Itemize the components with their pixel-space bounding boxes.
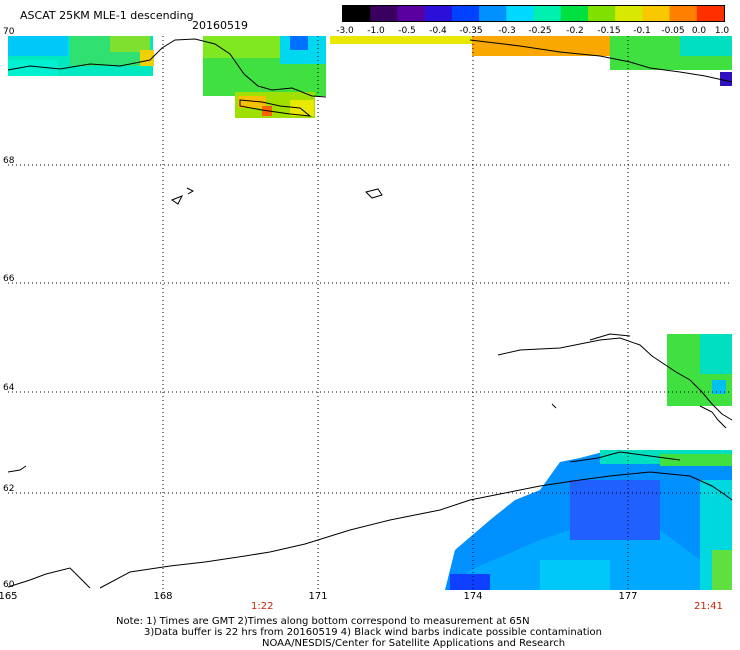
scale-label: -0.3 <box>498 26 516 36</box>
swath-northcentral <box>203 36 326 118</box>
lon-label: 174 <box>463 591 483 602</box>
scale-label: -0.4 <box>429 26 447 36</box>
scale-label: -0.2 <box>566 26 584 36</box>
color-scale-labels: -3.0 -1.0 -0.5 -0.4 -0.35 -0.3 -0.25 -0.… <box>330 26 735 38</box>
color-scale-segment <box>506 6 535 21</box>
color-scale-segment <box>560 6 589 21</box>
scale-label: -0.25 <box>528 26 552 36</box>
note-line-2: 3)Data buffer is 22 hrs from 20160519 4)… <box>144 627 602 638</box>
lat-label: 64 <box>3 383 15 393</box>
color-scale-segment <box>479 6 507 21</box>
color-scale-segment <box>424 6 453 21</box>
lon-label: 168 <box>153 591 173 602</box>
color-scale-segment <box>451 6 480 21</box>
lat-label: 70 <box>3 27 15 37</box>
product-title: ASCAT 25KM MLE-1 descending <box>20 9 194 22</box>
note-line-1: Note: 1) Times are GMT 2)Times along bot… <box>116 616 530 627</box>
swath-northeast <box>330 36 732 86</box>
color-scale-segment <box>370 6 399 21</box>
lat-label: 62 <box>3 484 15 494</box>
color-scale-bar <box>342 5 725 22</box>
lon-label: 171 <box>308 591 328 602</box>
swath-southeast <box>445 450 732 590</box>
coastline <box>7 38 733 589</box>
scale-label: 1.0 <box>714 26 730 36</box>
color-scale-segment <box>397 6 426 21</box>
color-scale-segment <box>615 6 643 21</box>
scale-label: -0.1 <box>633 26 651 36</box>
lon-label: 165 <box>0 591 18 602</box>
scale-label: 0.0 <box>691 26 707 36</box>
scale-label: -0.15 <box>597 26 621 36</box>
product-date: 20160519 <box>192 19 248 32</box>
lat-label: 66 <box>3 274 15 284</box>
lat-label: 68 <box>3 156 15 166</box>
swath-northwest <box>8 36 154 76</box>
lon-label: 177 <box>618 591 638 602</box>
lat-label: 60 <box>3 580 15 590</box>
swath-east <box>667 334 732 406</box>
color-scale-segment <box>533 6 562 21</box>
scale-label: -0.5 <box>398 26 416 36</box>
time-label-start: 1:22 <box>251 601 274 612</box>
scale-label: -3.0 <box>336 26 354 36</box>
color-scale-segment <box>587 6 616 21</box>
color-scale-segment <box>669 6 698 21</box>
color-scale-segment <box>343 6 371 21</box>
color-scale-segment <box>642 6 671 21</box>
scale-label: -0.35 <box>459 26 483 36</box>
lat-lon-grid <box>8 36 732 590</box>
scale-label: -0.05 <box>661 26 685 36</box>
time-label-end: 21:41 <box>694 601 723 612</box>
credit-line: NOAA/NESDIS/Center for Satellite Applica… <box>262 638 566 649</box>
scale-label: -1.0 <box>367 26 385 36</box>
color-scale-segment <box>696 6 724 21</box>
